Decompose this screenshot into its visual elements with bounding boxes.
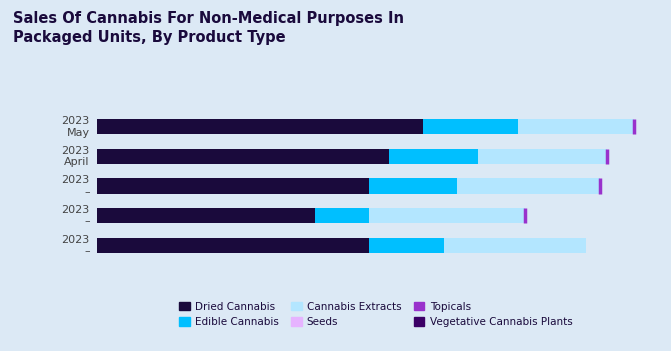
- Bar: [519, 119, 634, 134]
- Bar: [97, 149, 389, 164]
- Bar: [315, 208, 369, 223]
- Bar: [369, 208, 525, 223]
- Bar: [478, 149, 607, 164]
- Bar: [389, 149, 478, 164]
- Bar: [369, 178, 457, 194]
- Bar: [423, 119, 519, 134]
- Bar: [457, 178, 600, 194]
- Bar: [369, 238, 444, 253]
- Bar: [97, 208, 315, 223]
- Text: Sales Of Cannabis For Non-Medical Purposes In
Packaged Units, By Product Type: Sales Of Cannabis For Non-Medical Purpos…: [13, 11, 405, 45]
- Bar: [97, 119, 423, 134]
- Bar: [97, 178, 369, 194]
- Bar: [444, 238, 586, 253]
- Bar: [97, 238, 369, 253]
- Legend: Dried Cannabis, Edible Cannabis, Cannabis Extracts, Seeds, Topicals, Vegetative : Dried Cannabis, Edible Cannabis, Cannabi…: [175, 298, 576, 331]
